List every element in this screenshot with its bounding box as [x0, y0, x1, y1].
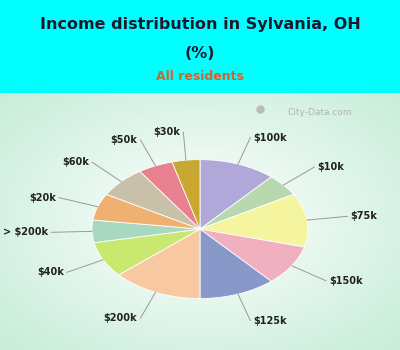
Wedge shape: [140, 162, 200, 229]
Wedge shape: [119, 229, 200, 299]
Text: $30k: $30k: [153, 127, 180, 137]
Text: $200k: $200k: [104, 313, 137, 323]
Wedge shape: [172, 160, 200, 229]
Text: Income distribution in Sylvania, OH: Income distribution in Sylvania, OH: [40, 17, 360, 32]
Wedge shape: [94, 229, 200, 275]
Text: > $200k: > $200k: [3, 227, 48, 237]
Text: $60k: $60k: [62, 157, 89, 167]
Wedge shape: [200, 229, 271, 299]
Text: $40k: $40k: [37, 267, 64, 277]
Wedge shape: [106, 172, 200, 229]
Text: $150k: $150k: [329, 276, 363, 286]
Text: (%): (%): [185, 46, 215, 61]
Wedge shape: [92, 220, 200, 243]
Wedge shape: [200, 177, 294, 229]
Text: $100k: $100k: [254, 133, 287, 142]
Text: City-Data.com: City-Data.com: [287, 108, 352, 117]
Text: $20k: $20k: [29, 193, 56, 203]
Text: All residents: All residents: [156, 70, 244, 84]
Text: $50k: $50k: [110, 135, 137, 145]
Wedge shape: [200, 229, 304, 281]
Wedge shape: [200, 160, 271, 229]
Wedge shape: [93, 194, 200, 229]
Text: $10k: $10k: [318, 162, 344, 172]
Wedge shape: [200, 194, 308, 247]
Text: $75k: $75k: [351, 211, 378, 221]
Text: $125k: $125k: [254, 316, 287, 326]
